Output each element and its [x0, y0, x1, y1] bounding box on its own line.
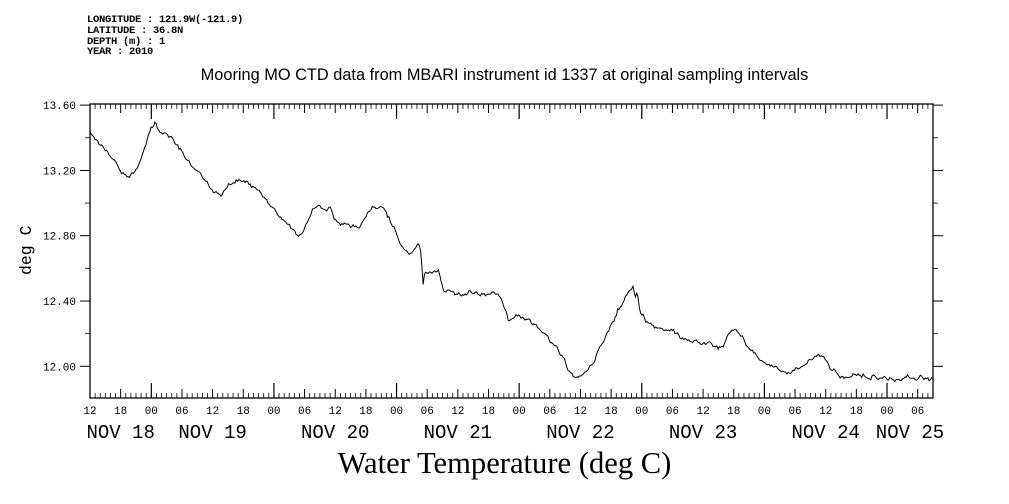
svg-text:NOV 25: NOV 25 — [876, 422, 944, 444]
svg-text:06: 06 — [666, 406, 679, 418]
svg-text:12: 12 — [451, 406, 464, 418]
svg-text:13.60: 13.60 — [43, 101, 76, 113]
svg-text:12: 12 — [329, 406, 342, 418]
svg-text:NOV 23: NOV 23 — [669, 422, 737, 444]
svg-text:00: 00 — [390, 406, 403, 418]
svg-text:12: 12 — [819, 406, 832, 418]
svg-text:06: 06 — [175, 406, 188, 418]
svg-text:NOV 21: NOV 21 — [424, 422, 492, 444]
svg-text:18: 18 — [237, 406, 250, 418]
svg-text:18: 18 — [605, 406, 618, 418]
svg-text:12: 12 — [574, 406, 587, 418]
svg-text:12.00: 12.00 — [43, 362, 76, 374]
svg-text:12: 12 — [206, 406, 219, 418]
svg-text:00: 00 — [758, 406, 771, 418]
svg-text:00: 00 — [635, 406, 648, 418]
svg-text:NOV 22: NOV 22 — [546, 422, 614, 444]
svg-text:06: 06 — [911, 406, 924, 418]
svg-text:NOV 18: NOV 18 — [86, 422, 154, 444]
svg-text:18: 18 — [359, 406, 372, 418]
svg-text:06: 06 — [421, 406, 434, 418]
svg-text:NOV 19: NOV 19 — [178, 422, 246, 444]
svg-text:12: 12 — [696, 406, 709, 418]
svg-text:12.40: 12.40 — [43, 297, 76, 309]
svg-text:NOV 24: NOV 24 — [791, 422, 859, 444]
svg-text:06: 06 — [788, 406, 801, 418]
svg-text:00: 00 — [880, 406, 893, 418]
svg-text:00: 00 — [513, 406, 526, 418]
svg-text:00: 00 — [267, 406, 280, 418]
svg-text:18: 18 — [727, 406, 740, 418]
svg-text:00: 00 — [145, 406, 158, 418]
svg-text:12.80: 12.80 — [43, 232, 76, 244]
svg-text:06: 06 — [543, 406, 556, 418]
svg-text:12: 12 — [83, 406, 96, 418]
svg-text:18: 18 — [482, 406, 495, 418]
svg-text:13.20: 13.20 — [43, 166, 76, 178]
svg-text:18: 18 — [114, 406, 127, 418]
svg-text:NOV 20: NOV 20 — [301, 422, 369, 444]
svg-text:18: 18 — [850, 406, 863, 418]
svg-text:06: 06 — [298, 406, 311, 418]
